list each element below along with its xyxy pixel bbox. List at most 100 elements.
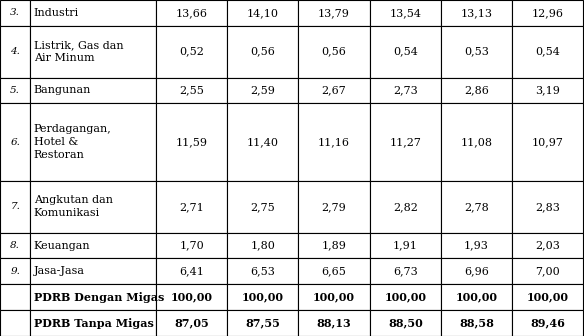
Bar	[512, 258, 583, 284]
Text: 6,96: 6,96	[464, 266, 489, 277]
Text: 100,00: 100,00	[171, 292, 213, 303]
Bar	[370, 103, 441, 181]
Bar	[30, 284, 156, 310]
Bar	[0, 181, 30, 233]
Bar	[30, 78, 156, 103]
Bar	[370, 284, 441, 310]
Bar	[441, 284, 512, 310]
Text: 13,13: 13,13	[461, 8, 492, 18]
Bar	[30, 181, 156, 233]
Bar	[298, 0, 370, 26]
Text: 100,00: 100,00	[456, 292, 498, 303]
Bar	[156, 26, 227, 78]
Bar	[0, 0, 30, 26]
Text: 87,55: 87,55	[245, 318, 280, 329]
Text: Angkutan dan
Komunikasi: Angkutan dan Komunikasi	[34, 195, 113, 218]
Bar	[0, 284, 30, 310]
Text: Keuangan: Keuangan	[34, 241, 91, 251]
Bar	[298, 284, 370, 310]
Text: 7,00: 7,00	[536, 266, 560, 277]
Bar	[370, 0, 441, 26]
Bar	[156, 181, 227, 233]
Text: 1,91: 1,91	[393, 241, 418, 251]
Bar	[370, 78, 441, 103]
Bar	[370, 258, 441, 284]
Bar	[156, 310, 227, 336]
Bar	[156, 233, 227, 258]
Text: 9.: 9.	[11, 267, 20, 276]
Bar	[441, 310, 512, 336]
Text: PDRB Dengan Migas: PDRB Dengan Migas	[34, 292, 164, 303]
Bar	[227, 310, 298, 336]
Text: 7.: 7.	[11, 202, 20, 211]
Text: 2,55: 2,55	[179, 85, 204, 95]
Bar	[370, 26, 441, 78]
Text: 6,65: 6,65	[322, 266, 346, 277]
Text: 14,10: 14,10	[247, 8, 279, 18]
Bar	[0, 78, 30, 103]
Bar	[30, 26, 156, 78]
Bar	[227, 258, 298, 284]
Text: 5.: 5.	[11, 86, 20, 95]
Bar	[227, 0, 298, 26]
Text: 0,56: 0,56	[322, 47, 346, 57]
Text: 100,00: 100,00	[527, 292, 569, 303]
Bar	[30, 103, 156, 181]
Bar	[0, 233, 30, 258]
Text: 6,73: 6,73	[393, 266, 418, 277]
Text: 3,19: 3,19	[536, 85, 560, 95]
Text: 1,89: 1,89	[322, 241, 346, 251]
Text: 12,96: 12,96	[532, 8, 564, 18]
Text: 13,79: 13,79	[318, 8, 350, 18]
Text: 0,54: 0,54	[536, 47, 560, 57]
Bar	[298, 310, 370, 336]
Bar	[512, 284, 583, 310]
Bar	[298, 258, 370, 284]
Bar	[512, 233, 583, 258]
Text: 2,59: 2,59	[251, 85, 275, 95]
Text: 88,58: 88,58	[459, 318, 494, 329]
Text: 2,67: 2,67	[322, 85, 346, 95]
Text: 87,05: 87,05	[174, 318, 209, 329]
Bar	[441, 233, 512, 258]
Text: 11,27: 11,27	[390, 137, 421, 147]
Bar	[441, 0, 512, 26]
Bar	[156, 284, 227, 310]
Bar	[156, 0, 227, 26]
Bar	[30, 310, 156, 336]
Bar	[512, 0, 583, 26]
Bar	[298, 103, 370, 181]
Bar	[227, 26, 298, 78]
Text: 2,73: 2,73	[393, 85, 418, 95]
Text: 0,54: 0,54	[393, 47, 418, 57]
Bar	[227, 233, 298, 258]
Bar	[512, 26, 583, 78]
Bar	[441, 78, 512, 103]
Text: Jasa-Jasa: Jasa-Jasa	[34, 266, 85, 277]
Bar	[441, 181, 512, 233]
Bar	[512, 103, 583, 181]
Text: PDRB Tanpa Migas: PDRB Tanpa Migas	[34, 318, 154, 329]
Bar	[30, 258, 156, 284]
Bar	[0, 103, 30, 181]
Bar	[370, 181, 441, 233]
Bar	[156, 258, 227, 284]
Text: 13,54: 13,54	[390, 8, 421, 18]
Text: 11,16: 11,16	[318, 137, 350, 147]
Bar	[370, 310, 441, 336]
Text: 11,59: 11,59	[176, 137, 207, 147]
Text: Listrik, Gas dan
Air Minum: Listrik, Gas dan Air Minum	[34, 40, 123, 63]
Bar	[30, 0, 156, 26]
Text: Perdagangan,
Hotel &
Restoran: Perdagangan, Hotel & Restoran	[34, 124, 112, 160]
Bar	[227, 181, 298, 233]
Text: 3.: 3.	[11, 8, 20, 17]
Text: 2,82: 2,82	[393, 202, 418, 212]
Bar	[512, 78, 583, 103]
Text: 6,53: 6,53	[251, 266, 275, 277]
Text: 4.: 4.	[11, 47, 20, 56]
Text: 10,97: 10,97	[532, 137, 564, 147]
Bar	[441, 26, 512, 78]
Text: 2,03: 2,03	[536, 241, 560, 251]
Bar	[512, 310, 583, 336]
Text: 1,93: 1,93	[464, 241, 489, 251]
